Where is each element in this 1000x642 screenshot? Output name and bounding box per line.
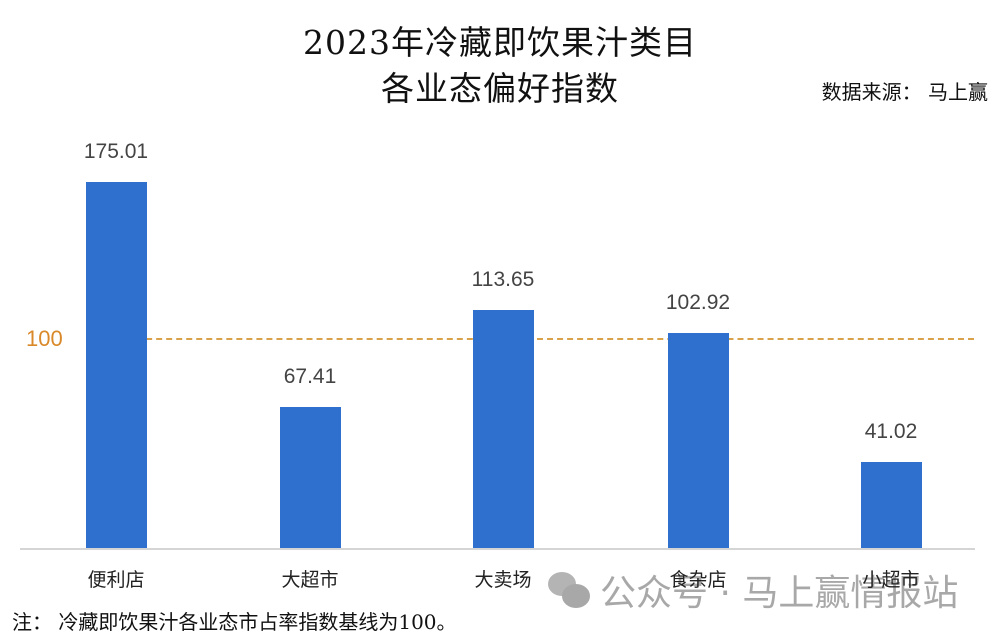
bar — [668, 332, 729, 548]
category-label: 食杂店 — [669, 569, 727, 591]
bar — [861, 462, 922, 548]
category-label: 大卖场 — [474, 569, 532, 591]
watermark: 公众号 · 马上赢情报站 — [548, 564, 958, 616]
bar-value-label: 113.65 — [471, 268, 535, 292]
watermark-text: 公众号 · 马上赢情报站 — [600, 573, 959, 614]
chart-title-line2: 各业态偏好指数 — [381, 69, 619, 108]
wechat-icon — [548, 570, 592, 610]
category-label: 大超市 — [281, 569, 339, 591]
bar — [86, 182, 147, 548]
reference-label: 100 — [26, 326, 63, 351]
category-label: 便利店 — [87, 569, 145, 591]
bar-value-label: 102.92 — [665, 290, 731, 314]
bar-value-label: 67.41 — [283, 365, 337, 389]
data-source: 数据来源： 马上赢 — [821, 80, 988, 104]
footnote: 注： 冷藏即饮果汁各业态市占率指数基线为100。 — [12, 610, 457, 634]
bar — [473, 310, 534, 548]
chart-title-line1: 2023年冷藏即饮果汁类目 — [303, 23, 697, 62]
bar-value-label: 41.02 — [864, 420, 918, 444]
category-label: 小超市 — [862, 569, 920, 591]
bar — [280, 407, 341, 548]
x-axis-baseline — [20, 548, 975, 550]
bar-value-label: 175.01 — [83, 140, 149, 164]
